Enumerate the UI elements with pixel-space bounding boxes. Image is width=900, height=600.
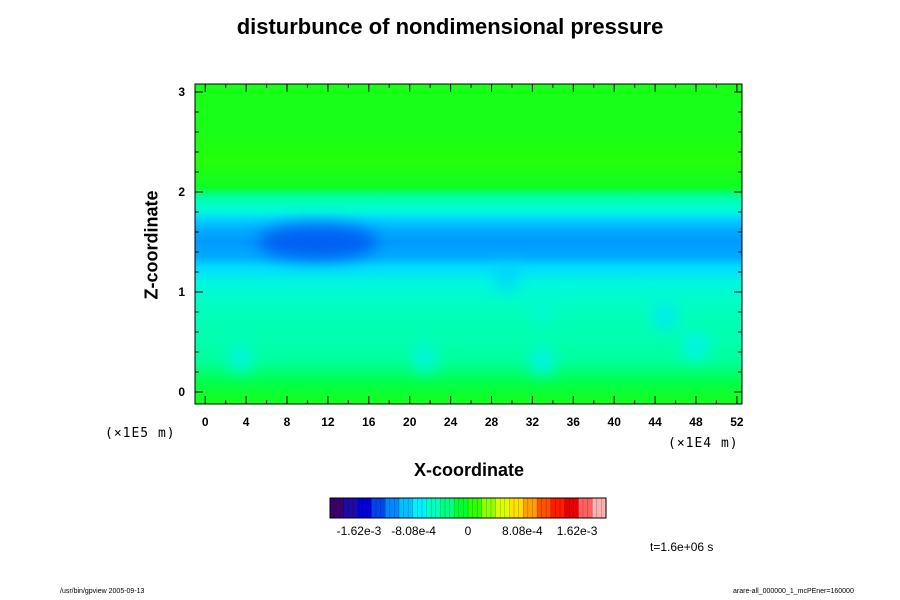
- colorbar-label: 8.08e-4: [502, 524, 543, 538]
- x-tick-label: 0: [202, 415, 209, 429]
- colorbar-swatch: [440, 498, 455, 518]
- colorbar-swatch: [495, 498, 510, 518]
- x-tick-label: 36: [567, 415, 581, 429]
- x-tick-label: 12: [321, 415, 335, 429]
- colorbar-swatch: [426, 498, 441, 518]
- colorbar-frame: [329, 497, 607, 519]
- field-feature-5: [494, 263, 519, 291]
- x-tick-label: 32: [526, 415, 540, 429]
- chart-title: disturbunce of nondimensional pressure: [236, 14, 664, 39]
- x-axis-label: X-coordinate: [413, 460, 524, 480]
- colorbar-swatch: [468, 498, 483, 518]
- x-tick-label: 40: [608, 415, 622, 429]
- x-tick-label: 24: [444, 415, 458, 429]
- colorbar-swatch: [371, 498, 386, 518]
- field-feature-4: [530, 298, 555, 326]
- field-feature-7: [683, 333, 708, 361]
- colorbar-swatch: [578, 498, 593, 518]
- colorbar-label: -8.08e-4: [391, 524, 436, 538]
- colorbar-label: 0: [465, 524, 472, 538]
- colorbar-swatch: [509, 498, 524, 518]
- x-tick-label: 4: [243, 415, 250, 429]
- plot-frame: [194, 83, 743, 405]
- footer-program-info: /usr/bin/gpview 2005-09-13: [60, 588, 145, 595]
- y-tick-label: 1: [178, 285, 185, 299]
- y-tick-label: 2: [178, 185, 185, 199]
- x-tick-label: 28: [485, 415, 499, 429]
- colorbar-swatch: [592, 498, 607, 518]
- colorbar-swatch: [357, 498, 372, 518]
- colorbar-swatch: [564, 498, 579, 518]
- colorbar-swatch: [454, 498, 469, 518]
- footer-file-info: arare-all_000000_1_mcPEner=160000: [733, 588, 854, 595]
- colorbar-label: 1.62e-3: [557, 524, 598, 538]
- field-feature-1: [229, 345, 254, 373]
- time-annotation: t=1.6e+06 s: [650, 540, 714, 554]
- colorbar-swatch: [481, 498, 496, 518]
- y-tick-label: 3: [178, 85, 185, 99]
- colorbar-swatch: [412, 498, 427, 518]
- x-tick-label: 52: [730, 415, 744, 429]
- field-feature-2: [413, 345, 438, 373]
- colorbar-label: -1.62e-3: [337, 524, 382, 538]
- y-tick-label: 0: [178, 385, 185, 399]
- x-tick-label: 48: [689, 415, 703, 429]
- field-feature-0: [257, 224, 378, 260]
- x-tick-label: 16: [362, 415, 376, 429]
- colorbar-swatch: [343, 498, 358, 518]
- colorbar-swatch: [330, 498, 345, 518]
- colorbar-swatch: [385, 498, 400, 518]
- x-tick-label: 8: [284, 415, 291, 429]
- x-tick-label: 20: [403, 415, 417, 429]
- colorbar-swatch: [523, 498, 538, 518]
- colorbar-swatch: [399, 498, 414, 518]
- field-feature-3: [530, 348, 555, 376]
- colorbar-swatch: [550, 498, 565, 518]
- x-axis-unit: (×1E4 m): [668, 436, 739, 451]
- y-axis-unit: (×1E5 m): [105, 426, 176, 441]
- field-feature-6: [653, 303, 678, 331]
- colorbar-swatch: [537, 498, 552, 518]
- x-tick-label: 44: [648, 415, 662, 429]
